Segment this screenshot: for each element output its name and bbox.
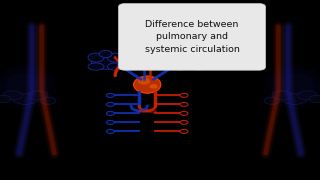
Ellipse shape [182,50,195,58]
Ellipse shape [180,111,188,115]
Ellipse shape [274,73,315,100]
Ellipse shape [88,63,104,70]
Ellipse shape [174,53,203,69]
Ellipse shape [91,53,120,69]
Ellipse shape [180,120,188,124]
Ellipse shape [107,53,123,62]
Ellipse shape [0,69,52,104]
Ellipse shape [106,129,115,133]
Ellipse shape [99,50,112,58]
Ellipse shape [40,97,56,104]
Ellipse shape [3,91,22,100]
Ellipse shape [134,76,161,93]
Ellipse shape [13,94,38,104]
Ellipse shape [88,53,104,62]
Ellipse shape [5,73,46,100]
Ellipse shape [190,63,206,70]
Ellipse shape [171,53,187,62]
Ellipse shape [106,120,115,124]
Ellipse shape [136,32,146,40]
Ellipse shape [150,84,158,89]
Ellipse shape [106,93,115,97]
Ellipse shape [298,91,317,100]
FancyBboxPatch shape [118,4,266,70]
Ellipse shape [268,69,320,104]
Ellipse shape [0,65,57,108]
Ellipse shape [142,30,152,35]
Ellipse shape [106,102,115,106]
Ellipse shape [282,94,307,104]
Ellipse shape [106,111,115,115]
Text: Difference between
pulmonary and
systemic circulation: Difference between pulmonary and systemi… [145,20,239,54]
Ellipse shape [138,77,150,85]
Ellipse shape [180,93,188,97]
Ellipse shape [107,63,123,70]
Ellipse shape [309,95,320,103]
Ellipse shape [0,95,11,103]
Ellipse shape [263,65,320,108]
Ellipse shape [180,129,188,133]
Ellipse shape [180,102,188,106]
Ellipse shape [272,91,291,100]
Ellipse shape [190,53,206,62]
Ellipse shape [149,32,158,40]
Ellipse shape [264,97,280,104]
Ellipse shape [136,31,158,44]
Ellipse shape [29,91,48,100]
Ellipse shape [171,63,187,70]
